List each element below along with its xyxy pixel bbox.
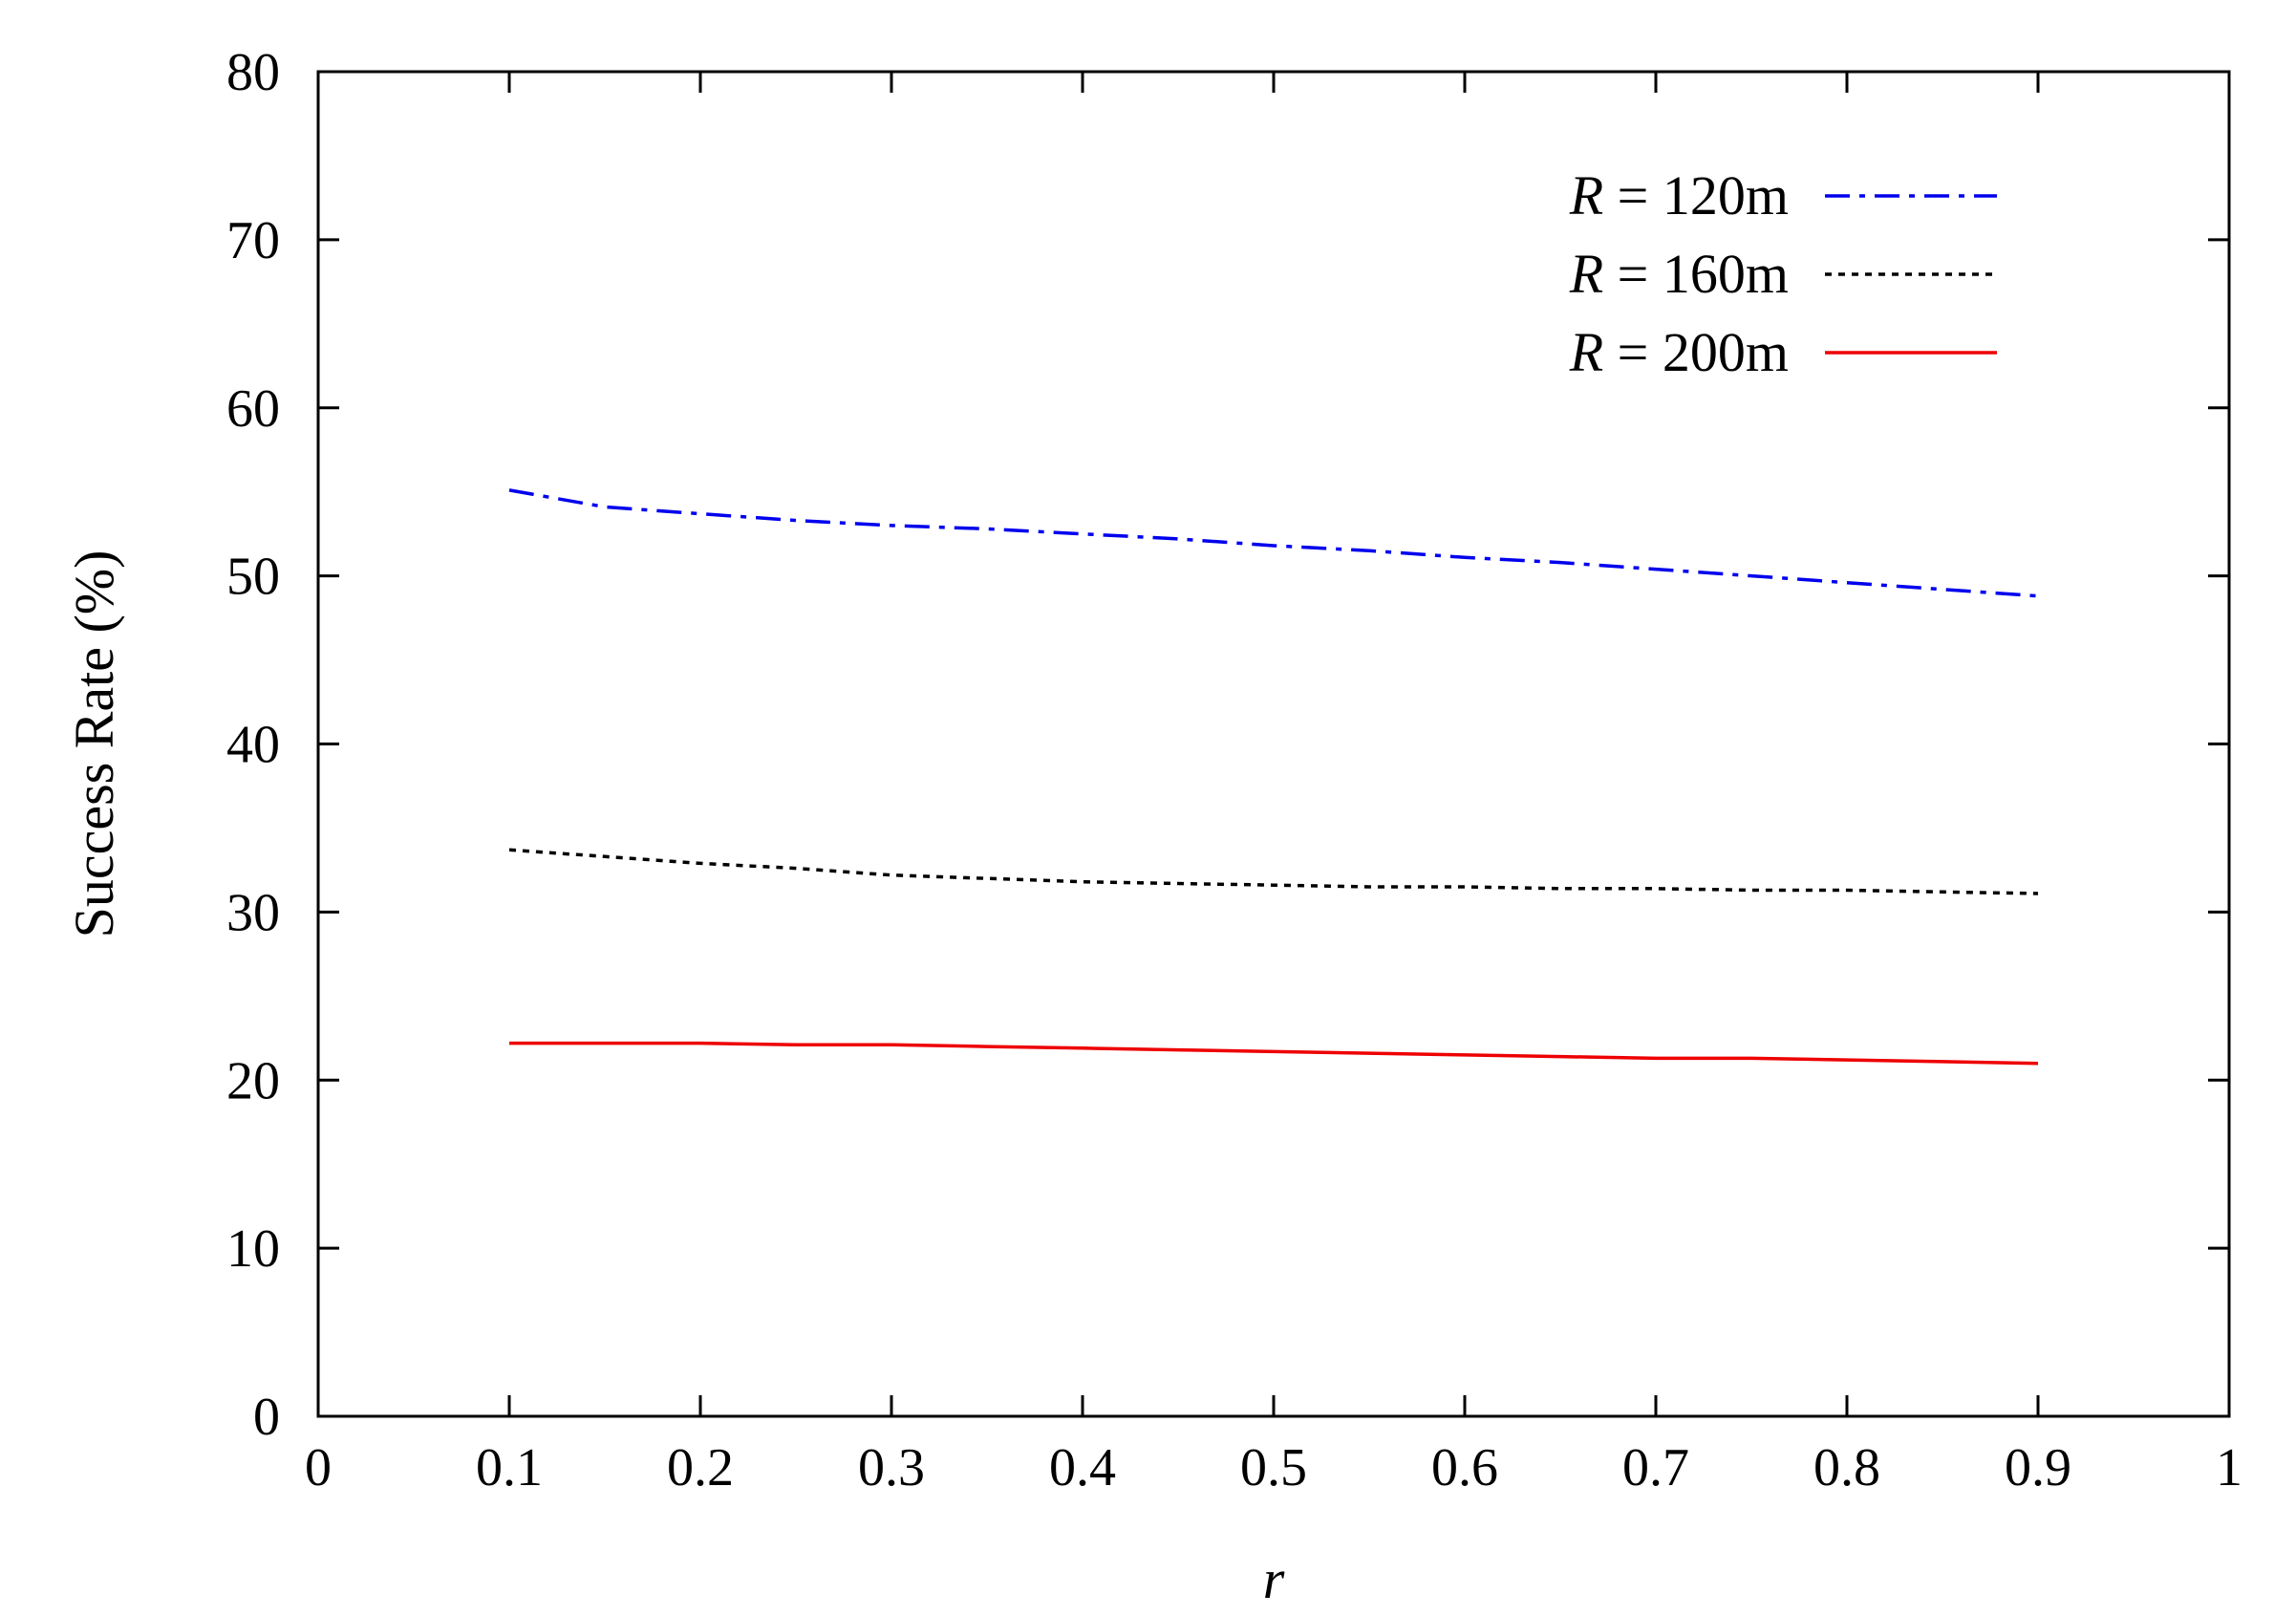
y-tick-label: 60 [226,379,280,439]
y-tick-label: 10 [226,1219,280,1279]
x-tick-label: 0.5 [1240,1438,1307,1497]
legend-label-symbol: R [1569,164,1603,226]
y-tick-label: 0 [253,1388,280,1447]
x-tick-label: 0.4 [1049,1438,1116,1497]
series-line-1 [508,488,2039,598]
y-axis-label: Success Rate (%) [63,550,125,938]
x-tick-label: 0.2 [667,1438,734,1497]
x-tick-label: 0.9 [2005,1438,2071,1497]
plot-frame [316,70,2231,1418]
legend-label-symbol: R [1569,321,1603,383]
legend-label-1: R = 120m [1569,164,1789,226]
series-layer [508,488,2039,1066]
x-tick-label: 0.1 [476,1438,543,1497]
y-tick-label: 30 [226,883,280,942]
x-tick-label: 0.3 [858,1438,925,1497]
legend-label-value: = 200m [1603,321,1789,383]
x-tick-label: 0.6 [1431,1438,1498,1497]
y-tick-label: 80 [226,43,280,102]
y-tick-label: 50 [226,548,280,607]
y-tick-label: 20 [226,1051,280,1110]
y-tick-label: 70 [226,211,280,270]
legend-label-symbol: R [1569,243,1603,305]
x-tick-label: 0.7 [1622,1438,1689,1497]
x-axis-label: r [1263,1548,1285,1610]
series-line-3 [509,1041,2039,1066]
x-tick-label: 1 [2216,1438,2242,1497]
series-line-2 [508,848,2039,895]
legend-label-3: R = 200m [1569,321,1789,383]
y-tick-label: 40 [226,716,280,775]
legend-label-value: = 120m [1603,164,1789,226]
legend-label-2: R = 160m [1569,243,1789,305]
legend-label-value: = 160m [1603,243,1789,305]
x-tick-label: 0 [305,1438,332,1497]
tick-labels-layer: 0 0.1 0.2 0.3 0.4 0.5 0.6 0.7 0.8 0.9 101020304050… [226,43,2242,1497]
x-tick-label: 0.8 [1813,1438,1880,1497]
